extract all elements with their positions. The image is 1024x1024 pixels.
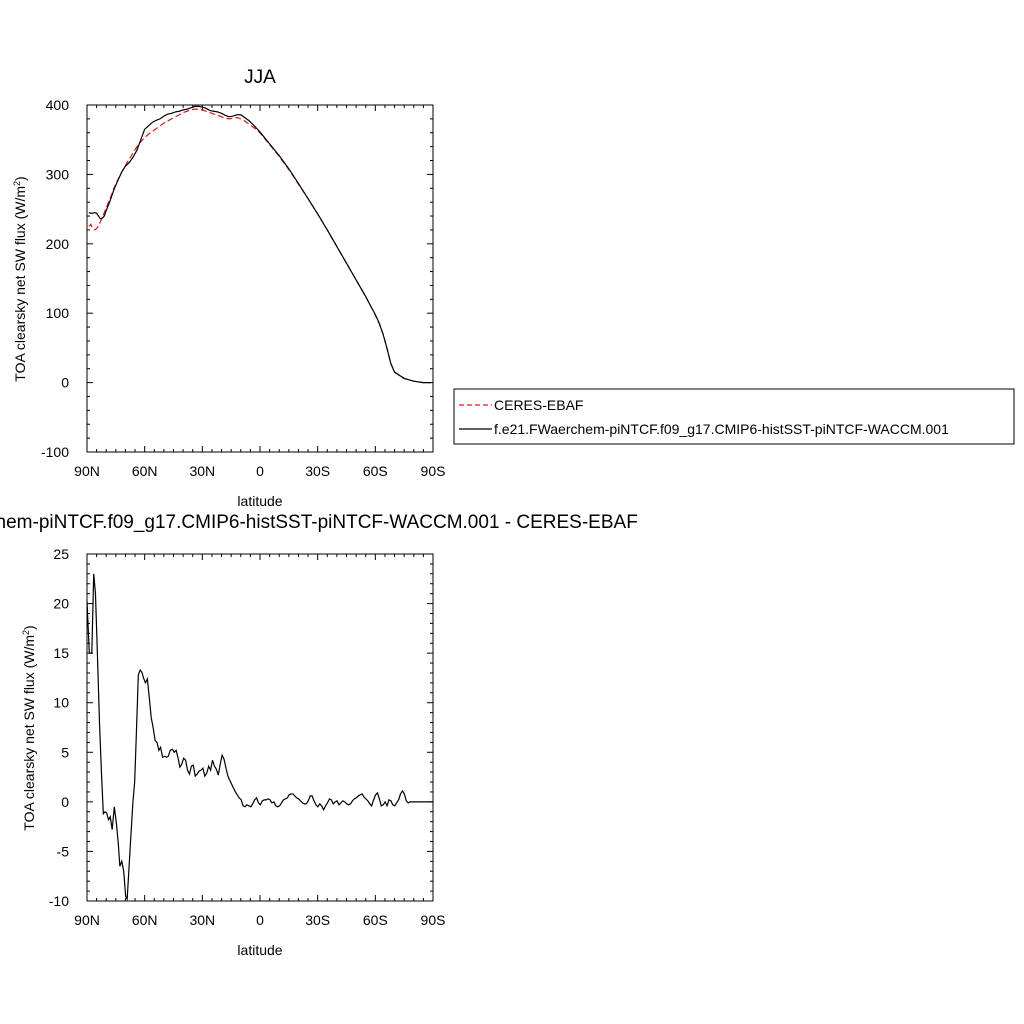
top-y-tick-label: 100 xyxy=(46,305,70,321)
bottom-x-tick-label: 90S xyxy=(421,912,446,928)
top-x-tick-label: 30S xyxy=(305,463,330,479)
top-y-axis-label: TOA clearsky net SW flux (W/m2) xyxy=(12,176,28,381)
bottom-series-line-0 xyxy=(87,573,433,901)
top-chart-title: JJA xyxy=(244,67,276,88)
top-x-tick-label: 60N xyxy=(132,463,158,479)
top-x-tick-label: 30N xyxy=(189,463,215,479)
top-y-tick-label: 300 xyxy=(46,166,70,182)
bottom-y-tick-label: 0 xyxy=(61,794,69,810)
bottom-y-tick-label: -10 xyxy=(49,893,69,909)
bottom-series-group xyxy=(87,573,433,901)
bottom-x-tick-label: 0 xyxy=(256,912,264,928)
top-x-axis: 90N 60N 30N 0 30S 60S 90S xyxy=(74,105,445,479)
bottom-x-axis: 90N 60N 30N 0 30S 60S 90S xyxy=(74,554,445,928)
bottom-y-tick-label: 15 xyxy=(53,645,69,661)
bottom-x-tick-label: 60N xyxy=(132,912,158,928)
bottom-y-axis-label: TOA clearsky net SW flux (W/m2) xyxy=(21,625,37,830)
legend-box xyxy=(453,388,1015,445)
legend: CERES-EBAF f.e21.FWaerchem-piNTCF.f09_g1… xyxy=(453,388,1015,445)
bottom-panel: f.e21.FWaerchem-piNTCF.f09_g17.CMIP6-his… xyxy=(0,512,638,958)
bottom-y-axis: -10 -5 0 5 10 15 20 25 xyxy=(49,546,433,909)
top-x-tick-label: 0 xyxy=(256,463,264,479)
top-x-tick-label: 90S xyxy=(421,463,446,479)
top-y-tick-label: -100 xyxy=(41,444,69,460)
bottom-y-label-sup: 2 xyxy=(21,630,31,635)
top-y-tick-label: 200 xyxy=(46,236,70,252)
bottom-x-tick-label: 90N xyxy=(74,912,100,928)
bottom-y-tick-label: -5 xyxy=(57,843,70,859)
legend-label-model: f.e21.FWaerchem-piNTCF.f09_g17.CMIP6-his… xyxy=(494,421,949,437)
top-series-line-1 xyxy=(88,105,432,384)
bottom-x-tick-label: 30S xyxy=(305,912,330,928)
bottom-y-tick-label: 10 xyxy=(53,695,69,711)
top-y-label-close: ) xyxy=(12,176,28,181)
legend-label-ceres: CERES-EBAF xyxy=(494,397,583,413)
top-panel: JJA 90N 60N 30N 0 30S 60S 90S -100 0 100 200 300 40… xyxy=(12,67,445,509)
top-x-tick-label: 90N xyxy=(74,463,100,479)
top-x-axis-label: latitude xyxy=(237,493,282,509)
bottom-x-axis-label: latitude xyxy=(237,942,282,958)
bottom-y-tick-label: 5 xyxy=(61,744,69,760)
bottom-y-tick-label: 20 xyxy=(53,596,69,612)
bottom-y-label-main: TOA clearsky net SW flux (W/m xyxy=(21,635,37,831)
bottom-y-tick-label: 25 xyxy=(53,546,69,562)
top-y-tick-label: 400 xyxy=(46,97,70,113)
top-y-axis: -100 0 100 200 300 400 xyxy=(41,97,433,460)
top-y-tick-label: 0 xyxy=(61,375,69,391)
bottom-y-label-close: ) xyxy=(21,625,37,630)
top-series-group xyxy=(88,105,432,384)
bottom-x-tick-label: 30N xyxy=(189,912,215,928)
bottom-chart-title: f.e21.FWaerchem-piNTCF.f09_g17.CMIP6-his… xyxy=(0,512,638,533)
top-x-tick-label: 60S xyxy=(363,463,388,479)
top-y-label-main: TOA clearsky net SW flux (W/m xyxy=(12,186,28,382)
bottom-x-tick-label: 60S xyxy=(363,912,388,928)
top-y-label-sup: 2 xyxy=(12,181,22,186)
